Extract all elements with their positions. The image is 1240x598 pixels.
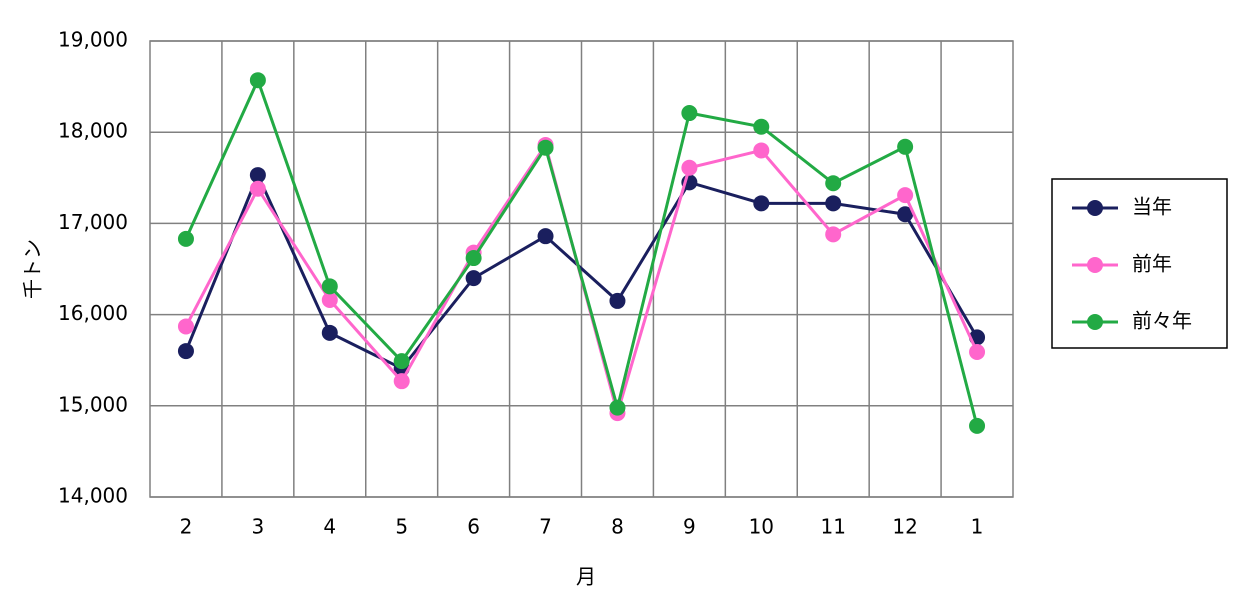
point (969, 417, 986, 434)
point (249, 167, 266, 184)
x-tick-label: 1 (971, 515, 984, 539)
point (897, 138, 914, 155)
point (249, 72, 266, 89)
point (609, 292, 626, 309)
x-tick-label: 7 (539, 515, 552, 539)
point (609, 399, 626, 416)
point (321, 324, 338, 341)
point (897, 187, 914, 204)
y-axis-label: 千トン (21, 239, 45, 299)
x-tick-label: 12 (892, 515, 917, 539)
x-tick-label: 9 (683, 515, 696, 539)
point (393, 373, 410, 390)
point (537, 139, 554, 156)
point (465, 250, 482, 267)
x-tick-label: 10 (749, 515, 774, 539)
x-tick-label: 11 (820, 515, 845, 539)
x-tick-label: 4 (323, 515, 336, 539)
point (897, 206, 914, 223)
legend-label: 当年 (1132, 195, 1172, 219)
point (681, 105, 698, 122)
legend-marker (1087, 200, 1103, 216)
x-tick-label: 3 (252, 515, 265, 539)
y-tick-label: 19,000 (58, 28, 128, 52)
point (249, 180, 266, 197)
point (465, 270, 482, 287)
point (753, 142, 770, 159)
y-tick-label: 16,000 (58, 301, 128, 325)
point (321, 292, 338, 309)
series-line (184, 76, 979, 427)
point (753, 195, 770, 212)
legend-label: 前々年 (1132, 309, 1192, 333)
x-tick-label: 2 (180, 515, 193, 539)
y-tick-label: 17,000 (58, 210, 128, 234)
point (177, 318, 194, 335)
x-tick-label: 6 (467, 515, 480, 539)
point (825, 175, 842, 192)
point (825, 195, 842, 212)
point (321, 278, 338, 295)
y-tick-label: 15,000 (58, 392, 128, 416)
point (681, 159, 698, 176)
point (753, 118, 770, 135)
legend-marker (1087, 257, 1103, 273)
point (177, 343, 194, 360)
point (969, 343, 986, 360)
point (537, 228, 554, 245)
x-tick-label: 8 (611, 515, 624, 539)
x-axis-label: 月 (576, 565, 596, 589)
y-tick-label: 18,000 (58, 119, 128, 143)
legend-label: 前年 (1132, 252, 1172, 276)
point (825, 226, 842, 243)
series-line (184, 171, 979, 371)
point (393, 353, 410, 370)
point (177, 230, 194, 247)
y-tick-label: 14,000 (58, 484, 128, 508)
x-tick-label: 5 (395, 515, 408, 539)
legend-marker (1087, 314, 1103, 330)
